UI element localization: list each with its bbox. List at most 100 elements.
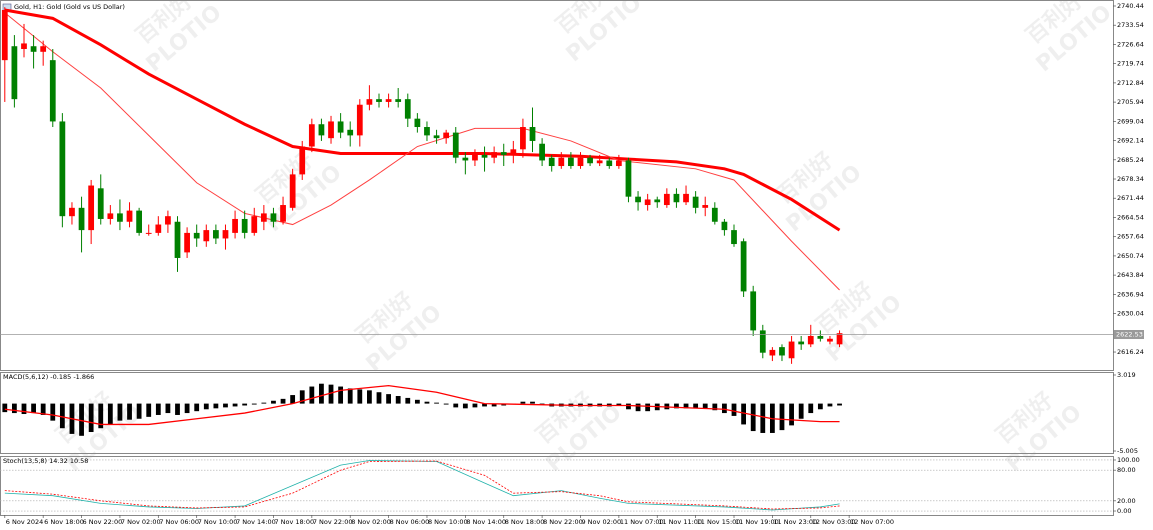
- x-tick-label: 6 Nov 18:00: [44, 518, 84, 526]
- macd-bar: [731, 403, 737, 416]
- macd-bar: [328, 384, 334, 404]
- candle-body: [414, 118, 421, 128]
- candle-body: [827, 338, 833, 342]
- candle-body: [798, 341, 805, 345]
- candle-body: [356, 104, 363, 136]
- macd-bar: [271, 400, 276, 404]
- x-tick-label: 7 Nov 10:00: [198, 518, 238, 526]
- moving-average: [4, 12, 840, 291]
- macd-bar: [482, 403, 487, 407]
- candle-body: [500, 152, 507, 155]
- macd-bar: [194, 403, 200, 412]
- macd-bar: [21, 403, 27, 415]
- macd-bar: [424, 401, 430, 404]
- macd-bar: [530, 401, 535, 404]
- candle-body: [395, 99, 402, 102]
- macd-bar: [242, 403, 248, 406]
- macd-bar: [155, 403, 161, 415]
- candle-body: [424, 127, 430, 136]
- candle-body: [491, 152, 498, 158]
- candle-body: [165, 216, 171, 225]
- candle-body: [376, 99, 382, 102]
- candle-body: [184, 232, 190, 253]
- candle-body: [539, 143, 545, 161]
- y-tick-label: 2740.44: [1117, 2, 1144, 10]
- macd-bar: [165, 403, 171, 414]
- macd-bar: [434, 402, 439, 404]
- macd-bar: [443, 403, 449, 405]
- y-tick-label: 100.00: [1117, 456, 1140, 464]
- x-tick-label: 7 Nov 18:00: [274, 518, 314, 526]
- macd-bar: [693, 403, 699, 409]
- candle-body: [510, 149, 517, 155]
- macd-bar: [837, 403, 842, 406]
- macd-bar: [645, 403, 651, 412]
- candle-body: [615, 160, 622, 167]
- macd-bar: [357, 389, 363, 404]
- candle-body: [107, 213, 114, 219]
- y-tick-label: 2712.84: [1117, 79, 1144, 87]
- candle-body: [481, 154, 488, 158]
- candle-body: [769, 349, 776, 356]
- macd-bar: [750, 403, 756, 432]
- candle-body: [587, 157, 593, 164]
- macd-bar: [223, 403, 228, 408]
- macd-bar: [261, 402, 267, 404]
- macd-bar: [808, 403, 814, 414]
- y-tick-label: 2636.94: [1117, 290, 1144, 298]
- candle-body: [328, 121, 334, 139]
- macd-bar: [319, 383, 324, 404]
- x-tick-label: 11 Nov 23:00: [773, 518, 817, 526]
- macd-bar: [405, 397, 411, 404]
- candle-body: [596, 160, 603, 164]
- candle-body: [759, 330, 766, 353]
- candle-body: [59, 121, 66, 217]
- candle-body: [702, 205, 709, 208]
- candle-body: [337, 121, 344, 133]
- macd-bar: [712, 403, 718, 411]
- y-tick-label: 2616.24: [1117, 348, 1144, 356]
- macd-bar: [251, 403, 257, 405]
- candle-body: [174, 221, 181, 258]
- candle-body: [241, 218, 248, 233]
- candle-body: [836, 333, 843, 345]
- panel-title: Gold, H1: Gold (Gold vs US Dollar): [14, 3, 125, 11]
- x-tick-label: 8 Nov 02:00: [351, 518, 391, 526]
- macd-bar: [539, 403, 545, 405]
- macd-bar: [491, 403, 497, 407]
- y-tick-label: 2678.34: [1117, 175, 1144, 183]
- panel-title: Stoch(13,5,8) 14.32 10.58: [3, 457, 88, 465]
- candle-body: [385, 99, 392, 102]
- macd-bar: [414, 399, 420, 404]
- stoch-line: [4, 460, 840, 511]
- candle-body: [21, 43, 27, 50]
- y-tick-label: 2699.04: [1117, 117, 1144, 125]
- candle-body: [654, 199, 661, 203]
- candle-body: [69, 207, 75, 217]
- candle-body: [126, 210, 133, 222]
- macd-bar: [232, 403, 238, 407]
- macd-bar: [203, 403, 209, 410]
- y-tick-label: 2733.54: [1117, 21, 1144, 29]
- candle-body: [404, 99, 411, 119]
- x-tick-label: 8 Nov 10:00: [428, 518, 468, 526]
- macd-bar: [127, 403, 132, 420]
- x-tick-label: 7 Nov 14:00: [236, 518, 276, 526]
- macd-bar: [386, 394, 391, 404]
- macd-bar: [347, 388, 353, 404]
- panel-title: MACD(5,6,12) -0.185 -1.866: [3, 373, 94, 381]
- macd-bar: [11, 403, 17, 414]
- macd-bar: [616, 403, 622, 406]
- y-tick-label: -5.005: [1117, 447, 1138, 455]
- x-tick-label: 7 Nov 02:00: [121, 518, 161, 526]
- x-tick-label: 11 Nov 07:00: [620, 518, 664, 526]
- macd-bar: [117, 403, 123, 421]
- x-tick-label: 6 Nov 2024: [6, 518, 44, 526]
- macd-bar: [472, 403, 478, 408]
- candle-body: [807, 335, 814, 345]
- y-tick-label: 2705.94: [1117, 98, 1144, 106]
- macd-bar: [395, 396, 401, 404]
- macd-bar: [741, 403, 746, 425]
